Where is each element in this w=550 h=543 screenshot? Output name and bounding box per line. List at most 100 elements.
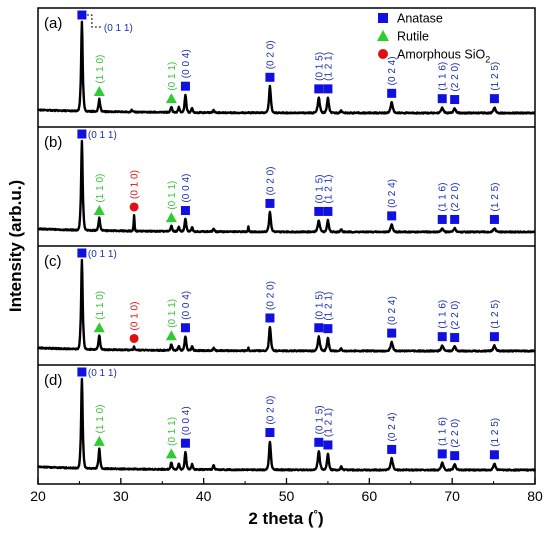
xrd-pattern-line: [37, 139, 536, 234]
anatase-marker: [437, 214, 447, 224]
x-axis: 20 30 40 50 60 70 80: [30, 478, 543, 504]
xrd-pattern-line: [36, 377, 537, 472]
peak-label: (0 1 0): [130, 170, 141, 199]
rutile-marker: [93, 322, 105, 333]
panel-tag: (c): [44, 253, 62, 270]
x-axis-title: 2 theta (°): [248, 509, 323, 528]
anatase-marker: [323, 84, 333, 94]
anatase-marker: [323, 206, 333, 216]
anatase-marker: [450, 95, 460, 105]
anatase-marker: [180, 81, 190, 91]
anatase-marker: [450, 333, 460, 343]
rutile-marker: [93, 86, 105, 97]
x-tick-label: 50: [279, 488, 295, 504]
panel-c: (c) (0 1 1)(1 1 0) (0 1 0) (0 1 1) (0 0 4) (0…: [36, 248, 536, 353]
peak-label: (0 1 5): [314, 52, 325, 81]
anatase-marker: [323, 324, 333, 334]
anatase-marker: [314, 437, 324, 447]
rutile-marker: [93, 435, 105, 446]
peak-label: (0 1 1): [167, 299, 178, 328]
peak-label: (0 2 4): [387, 56, 398, 85]
peak-label: (0 0 4): [181, 174, 192, 203]
anatase-marker: [265, 198, 275, 208]
panel-tag: (d): [44, 372, 62, 389]
peak-label: (2 2 0): [450, 183, 461, 212]
x-tick-label: 80: [527, 488, 543, 504]
anatase-marker: [450, 214, 460, 224]
x-tick-label: 20: [30, 488, 46, 504]
peak-label: (1 1 6): [438, 62, 449, 91]
anatase-marker: [489, 450, 499, 460]
peak-label: (0 1 1): [167, 62, 178, 91]
peak-label: (0 2 0): [265, 40, 276, 69]
sio2-marker: [129, 333, 139, 343]
anatase-marker: [314, 84, 324, 94]
peak-label: (0 1 1): [167, 417, 178, 446]
anatase-marker: [314, 323, 324, 333]
legend-label: Anatase: [397, 12, 443, 26]
peak-label: (1 2 1): [323, 408, 334, 437]
x-tick-label: 60: [362, 488, 378, 504]
anatase-marker: [489, 332, 499, 342]
peak-label: (0 0 4): [181, 291, 192, 320]
panel-d: (d) (0 1 1)(1 1 0) (0 1 1) (0 0 4) (0 2 0) (0…: [36, 367, 537, 472]
peak-label: (1 1 0): [95, 55, 106, 84]
anatase-marker: [180, 438, 190, 448]
anatase-marker: [387, 444, 397, 454]
y-axis-title: Intensity (arb.u.): [6, 180, 25, 312]
panel-tag: (a): [44, 15, 62, 32]
anatase-marker: [387, 328, 397, 338]
rutile-marker: [165, 448, 177, 459]
anatase-marker: [450, 451, 460, 461]
peak-label: (0 0 4): [181, 49, 192, 78]
x-tick-label: 30: [113, 488, 129, 504]
anatase-marker: [180, 323, 190, 333]
peak-label: (1 1 6): [438, 300, 449, 329]
peak-label: (0 1 1): [88, 368, 117, 379]
xrd-pattern-line: [37, 20, 536, 115]
anatase-marker: [77, 367, 87, 377]
anatase-marker: [387, 88, 397, 98]
peak-label: (0 1 5): [314, 291, 325, 320]
anatase-marker: [265, 313, 275, 323]
anatase-marker: [265, 428, 275, 438]
rutile-marker: [93, 205, 105, 216]
peak-label: (2 2 0): [450, 301, 461, 330]
anatase-marker: [489, 214, 499, 224]
rutile-marker: [165, 212, 177, 223]
legend-label: Rutile: [397, 30, 429, 44]
x-tick-label: 70: [444, 488, 460, 504]
peak-label: (0 0 4): [181, 406, 192, 435]
legend-label: Amorphous SiO2: [397, 48, 490, 65]
peak-label: (1 1 6): [438, 183, 449, 212]
peak-label: (0 2 0): [265, 396, 276, 425]
legend-rutile-marker: [377, 30, 389, 41]
peak-label: (1 2 1): [323, 52, 334, 81]
peak-label: (1 2 5): [490, 62, 501, 91]
peak-label: (0 2 0): [265, 167, 276, 196]
rutile-marker: [165, 93, 177, 104]
peak-label: (0 2 4): [387, 179, 398, 208]
peak-label: (1 2 1): [323, 292, 334, 321]
anatase-marker: [77, 129, 87, 139]
legend-anatase-marker: [378, 13, 388, 23]
anatase-marker: [323, 440, 333, 450]
sio2-marker: [129, 202, 139, 212]
anatase-marker: [265, 72, 275, 82]
peak-label: (1 1 0): [95, 291, 106, 320]
xrd-pattern-line: [36, 258, 536, 353]
peak-label: (0 1 1): [88, 249, 117, 260]
peak-label: (0 1 5): [314, 405, 325, 434]
peak-label: (0 1 0): [130, 302, 141, 331]
panels: (a) (0 1 1)(1 1 0) (0 1 1) (0 0 4) (0 2 0) (0…: [36, 10, 537, 472]
rutile-marker: [165, 330, 177, 341]
anatase-marker: [387, 211, 397, 221]
anatase-marker: [77, 248, 87, 258]
panel-tag: (b): [44, 134, 62, 151]
panel-b: (b) (0 1 1)(1 1 0) (0 1 0) (0 1 1) (0 0 4) (0…: [37, 129, 536, 234]
anatase-marker: [314, 206, 324, 216]
peak-label: (0 1 5): [314, 175, 325, 204]
peak-label: (0 2 4): [387, 413, 398, 442]
peak-label: (1 1 6): [438, 417, 449, 446]
